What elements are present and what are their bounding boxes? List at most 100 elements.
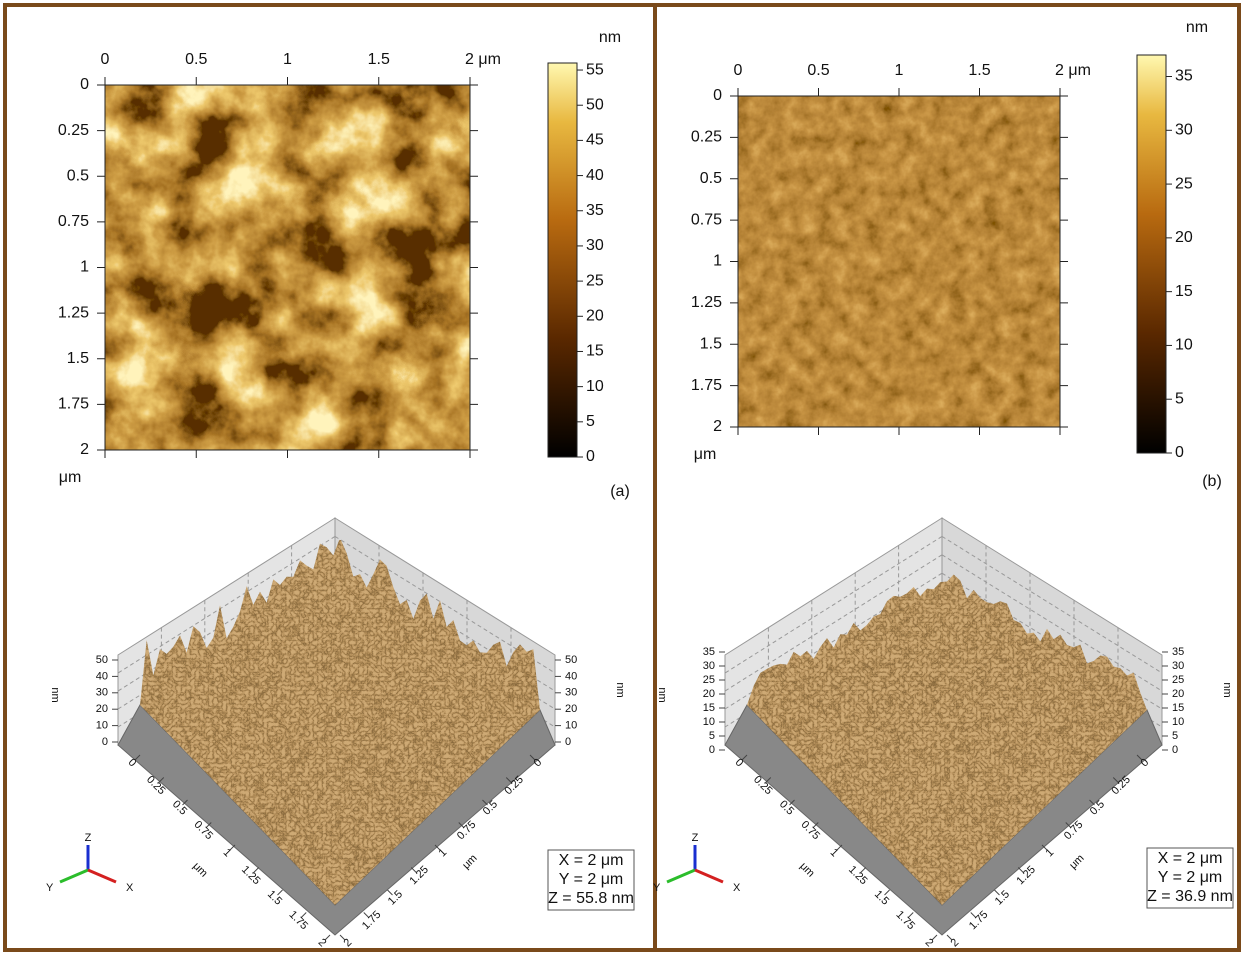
x-tick-label: 0	[734, 62, 743, 79]
colorbar-unit: nm	[1186, 19, 1208, 36]
colorbar-tick-label: 30	[1175, 122, 1193, 139]
x-tick-label: 1	[283, 51, 292, 68]
z-tick-label: 35	[1172, 646, 1184, 658]
z-unit: nm	[49, 687, 61, 702]
z-tick-label: 20	[1172, 688, 1184, 700]
z-tick-label: 15	[703, 702, 715, 714]
x-tick-label: 1	[895, 62, 904, 79]
colorbar-tick-label: 25	[1175, 175, 1193, 192]
x-tick-label: 2 μm	[465, 51, 501, 68]
y-tick-label-3d: 2	[949, 937, 962, 950]
y-tick-label: 1	[80, 259, 89, 276]
axis-icon-label: Y	[653, 882, 661, 894]
y-unit-3d: μm	[460, 852, 479, 871]
y-tick-label-3d: 1	[437, 847, 450, 860]
z-tick-label: 5	[709, 730, 715, 742]
afm-image	[738, 96, 1060, 427]
x-tick-label: 0.5	[185, 51, 207, 68]
colorbar-tick-label: 15	[586, 343, 604, 360]
z-tick-label: 0	[102, 736, 108, 748]
z-tick-label: 10	[96, 720, 108, 732]
y-tick-label: 1.25	[58, 304, 89, 321]
x-unit-3d: μm	[797, 860, 816, 879]
page: {"panels": [ {"label": "(a)", "map": {"x…	[0, 0, 1244, 960]
colorbar-tick-label: 35	[1175, 68, 1193, 85]
y-tick-label-3d: 1.75	[967, 909, 991, 933]
y-tick-label: 1.75	[691, 377, 722, 394]
info-text: Z = 36.9 nm	[1147, 888, 1233, 905]
x-tick-label: 1.5	[968, 62, 990, 79]
z-tick-label: 15	[1172, 702, 1184, 714]
z-tick-label: 10	[565, 720, 577, 732]
axis-icon-label: X	[733, 882, 741, 894]
colorbar-tick-label: 20	[1175, 229, 1193, 246]
x-tick-label: 0.5	[807, 62, 829, 79]
surface	[737, 540, 1157, 910]
x-tick-label-3d: 0	[126, 757, 139, 770]
y-unit: μm	[694, 446, 717, 463]
z-tick-label: 20	[96, 703, 108, 715]
z-unit: nm	[1221, 682, 1233, 697]
colorbar-tick-label: 20	[586, 308, 604, 325]
z-unit: nm	[656, 687, 668, 702]
y-tick-label: 2	[713, 418, 722, 435]
colorbar-tick-label: 0	[586, 448, 595, 465]
x-unit-3d: μm	[190, 860, 209, 879]
y-unit-3d: μm	[1067, 852, 1086, 871]
y-tick-label-3d: 1.75	[360, 909, 384, 933]
z-tick-label: 35	[703, 646, 715, 658]
z-tick-label: 25	[1172, 674, 1184, 686]
x-tick-label-3d: 2	[316, 937, 329, 950]
z-tick-label: 40	[565, 670, 577, 682]
axis-arrow	[667, 870, 695, 882]
y-tick-label: 1.75	[58, 396, 89, 413]
info-text: X = 2 μm	[1158, 850, 1223, 867]
x-tick-label-3d: 1.75	[893, 909, 917, 933]
colorbar-tick-label: 10	[586, 378, 604, 395]
colorbar-tick-label: 50	[586, 96, 604, 113]
colorbar-tick-label: 40	[586, 167, 604, 184]
info-text: Y = 2 μm	[559, 871, 624, 888]
z-tick-label: 25	[703, 674, 715, 686]
z-tick-label: 50	[565, 654, 577, 666]
info-text: Y = 2 μm	[1158, 869, 1223, 886]
z-tick-label: 30	[565, 687, 577, 699]
axis-arrow	[60, 870, 88, 882]
axis-arrow	[695, 870, 723, 882]
z-tick-label: 20	[703, 688, 715, 700]
y-tick-label: 1	[713, 253, 722, 270]
z-tick-label: 0	[565, 736, 571, 748]
z-tick-label: 50	[96, 654, 108, 666]
colorbar-tick-label: 30	[586, 237, 604, 254]
y-tick-label: 0.5	[700, 170, 722, 187]
colorbar	[548, 63, 577, 457]
z-tick-label: 0	[709, 744, 715, 756]
colorbar-tick-label: 15	[1175, 283, 1193, 300]
surface	[130, 540, 550, 910]
colorbar-tick-label: 35	[586, 202, 604, 219]
y-tick-label: 1.25	[691, 294, 722, 311]
colorbar-tick-label: 5	[586, 413, 595, 430]
x-tick-label-3d: 2	[923, 937, 936, 950]
y-tick-label: 0.5	[67, 167, 89, 184]
y-tick-label: 0.75	[58, 213, 89, 230]
afm-image	[105, 85, 470, 450]
y-tick-label: 1.5	[700, 335, 722, 352]
colorbar-unit: nm	[599, 29, 621, 46]
x-tick-label-3d: 1	[828, 847, 841, 860]
x-tick-label-3d: 1	[221, 847, 234, 860]
x-tick-label: 0	[101, 51, 110, 68]
y-tick-label: 0.25	[691, 129, 722, 146]
info-text: X = 2 μm	[559, 852, 624, 869]
y-tick-label: 1.5	[67, 350, 89, 367]
figure: 0 0.5 1 1.5 2 μm 0 0.25 0.5 0.75 1 1.25 1.5 1.75 2 μm 0…	[0, 0, 1244, 955]
y-tick-label: 2	[80, 441, 89, 458]
panel-label: (b)	[1202, 473, 1222, 490]
x-tick-label: 1.5	[368, 51, 390, 68]
y-tick-label-3d: 2	[342, 937, 355, 950]
y-tick-label: 0.75	[691, 211, 722, 228]
colorbar	[1137, 55, 1166, 453]
z-tick-label: 40	[96, 670, 108, 682]
axis-icon-label: X	[126, 882, 134, 894]
x-tick-label-3d: 0	[733, 757, 746, 770]
